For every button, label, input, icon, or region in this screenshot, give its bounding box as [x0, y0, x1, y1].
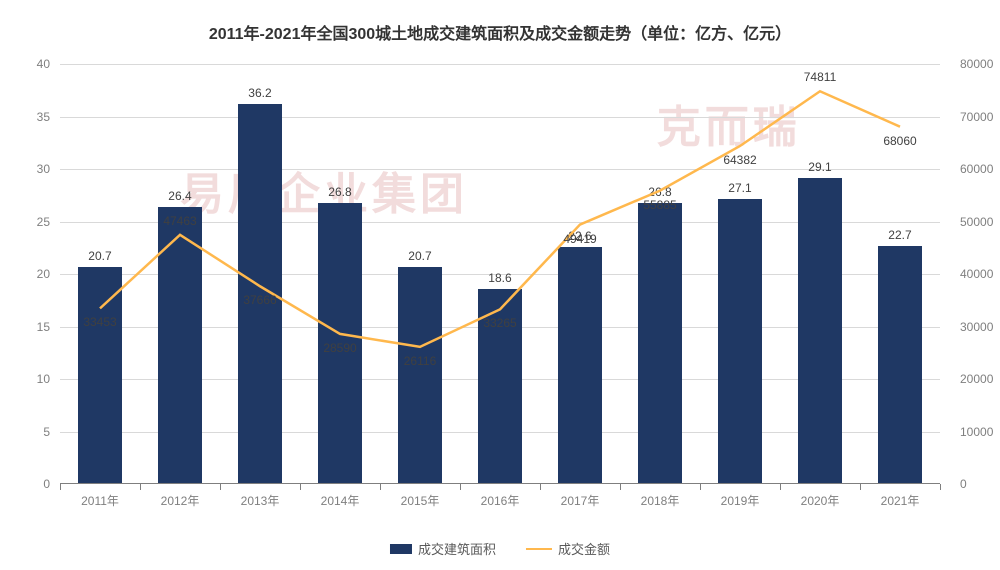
chart-title: 2011年-2021年全国300城土地成交建筑面积及成交金额走势（单位：亿方、亿…: [60, 20, 940, 44]
x-tick-mark: [540, 484, 541, 490]
line-value-label: 28590: [323, 341, 356, 355]
x-axis-line: [60, 483, 940, 484]
y-right-tick: 70000: [960, 110, 993, 124]
line-value-label: 68060: [883, 134, 916, 148]
x-axis-label: 2019年: [721, 492, 760, 509]
y-left-tick: 35: [37, 110, 50, 124]
y-left-tick: 5: [43, 425, 50, 439]
x-axis-label: 2016年: [481, 492, 520, 509]
y-right-tick: 40000: [960, 267, 993, 281]
legend: 成交建筑面积 成交金额: [390, 539, 610, 558]
y-right-tick: 10000: [960, 425, 993, 439]
x-tick-mark: [60, 484, 61, 490]
legend-item-line: 成交金额: [526, 539, 610, 558]
x-axis-label: 2013年: [241, 492, 280, 509]
y-right-tick: 80000: [960, 57, 993, 71]
legend-item-bar: 成交建筑面积: [390, 539, 496, 558]
y-left-tick: 20: [37, 267, 50, 281]
line-value-label: 26116: [404, 354, 436, 368]
x-axis-label: 2012年: [161, 492, 200, 509]
line-series-path: [100, 91, 900, 347]
y-right-tick: 30000: [960, 320, 993, 334]
line-value-label: 33453: [83, 315, 116, 329]
line-value-label: 64382: [723, 153, 756, 167]
x-tick-mark: [940, 484, 941, 490]
x-axis-label: 2018年: [641, 492, 680, 509]
legend-bar-swatch: [390, 544, 412, 554]
y-left-tick: 40: [37, 57, 50, 71]
y-axis-right: 0100002000030000400005000060000700008000…: [955, 64, 995, 484]
x-tick-mark: [780, 484, 781, 490]
x-axis-label: 2017年: [561, 492, 600, 509]
x-tick-mark: [300, 484, 301, 490]
line-series-svg: [60, 64, 940, 484]
chart-container: 2011年-2021年全国300城土地成交建筑面积及成交金额走势（单位：亿方、亿…: [0, 0, 1000, 570]
y-left-tick: 15: [37, 320, 50, 334]
plot-area: 克而瑞易居企业集团 0510152025303540 0100002000030…: [60, 64, 940, 484]
line-value-label: 47463: [163, 214, 196, 228]
x-tick-mark: [460, 484, 461, 490]
line-value-label: 49419: [563, 232, 596, 246]
x-tick-mark: [860, 484, 861, 490]
y-axis-left: 0510152025303540: [15, 64, 55, 484]
y-right-tick: 0: [960, 477, 967, 491]
x-tick-mark: [700, 484, 701, 490]
x-axis-label: 2014年: [321, 492, 360, 509]
y-left-tick: 10: [37, 372, 50, 386]
x-axis-label: 2015年: [401, 492, 440, 509]
legend-bar-label: 成交建筑面积: [418, 539, 496, 558]
y-left-tick: 30: [37, 162, 50, 176]
line-value-label: 33265: [483, 316, 516, 330]
y-right-tick: 20000: [960, 372, 993, 386]
y-right-tick: 60000: [960, 162, 993, 176]
line-value-label: 37666: [243, 293, 276, 307]
x-tick-mark: [140, 484, 141, 490]
x-axis-label: 2021年: [881, 492, 920, 509]
y-right-tick: 50000: [960, 215, 993, 229]
line-value-label: 74811: [804, 70, 836, 84]
x-tick-mark: [380, 484, 381, 490]
y-left-tick: 0: [43, 477, 50, 491]
y-left-tick: 25: [37, 215, 50, 229]
x-tick-mark: [220, 484, 221, 490]
legend-line-label: 成交金额: [558, 539, 610, 558]
line-value-label: 55885: [643, 198, 676, 212]
legend-line-swatch: [526, 548, 552, 550]
x-axis-label: 2020年: [801, 492, 840, 509]
x-axis-label: 2011年: [81, 492, 119, 509]
x-tick-mark: [620, 484, 621, 490]
